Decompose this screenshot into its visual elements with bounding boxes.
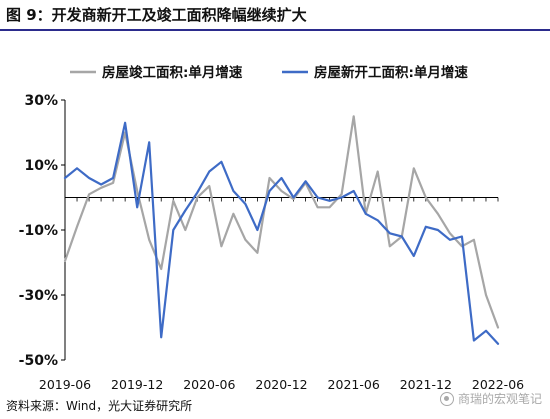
title-rule (0, 29, 550, 31)
y-tick-label: -10% (19, 223, 58, 239)
watermark-icon (439, 391, 454, 406)
x-tick-label: 2022-06 (472, 377, 524, 392)
x-tick-label: 2020-12 (255, 377, 307, 392)
x-tick-label: 2019-06 (39, 377, 91, 392)
source-note: 资料来源：Wind，光大证券研究所 (6, 399, 193, 413)
watermark: 商瑞的宏观笔记 (439, 390, 542, 407)
x-tick-label: 2021-06 (328, 377, 380, 392)
legend-item-completion-label: 房屋竣工面积:单月增速 (102, 64, 243, 81)
series-line-completion (63, 115, 500, 329)
watermark-text: 商瑞的宏观笔记 (457, 392, 542, 406)
y-tick-label: -50% (19, 353, 58, 369)
x-tick-label: 2019-12 (111, 377, 163, 392)
figure-title: 图 9：开发商新开工及竣工面积降幅继续扩大 (6, 6, 307, 24)
y-tick-label: 30% (24, 93, 58, 109)
x-tick-label: 2021-12 (400, 377, 452, 392)
x-tick-label: 2020-06 (183, 377, 235, 392)
series-line-new-start (63, 121, 500, 345)
y-tick-label: 10% (24, 158, 58, 174)
legend-item-new-start-label: 房屋新开工面积:单月增速 (314, 64, 468, 81)
y-tick-label: -30% (19, 288, 58, 304)
